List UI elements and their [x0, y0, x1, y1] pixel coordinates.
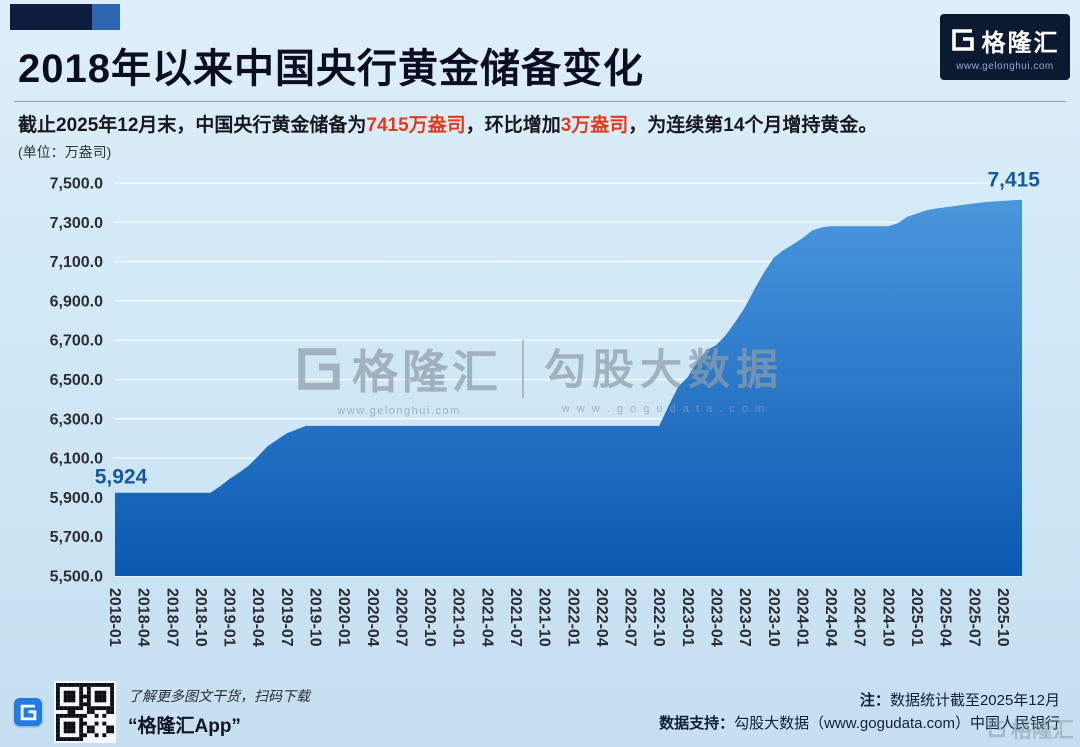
footer-notes: 注：数据统计截至2025年12月 数据支持：勾股大数据（www.gogudata…	[659, 689, 1060, 736]
subtitle-segment: 截止2025年12月末，中国央行黄金储备为	[18, 115, 367, 136]
area-series	[115, 199, 1022, 576]
y-tick-label: 6,700.0	[50, 333, 103, 350]
x-tick-label: 2023-01	[679, 588, 696, 647]
data-support: 数据支持：勾股大数据（www.gogudata.com）中国人民银行	[659, 712, 1060, 735]
end-value-label: 7,415	[987, 169, 1040, 192]
data-note-text: 数据统计截至2025年12月	[889, 691, 1060, 709]
y-tick-label: 5,700.0	[50, 529, 103, 546]
start-value-label: 5,924	[95, 466, 148, 489]
x-tick-label: 2023-10	[765, 588, 782, 647]
footer: 了解更多图文干货，扫码下载 “格隆汇App” 注：数据统计截至2025年12月 …	[0, 677, 1080, 747]
x-tick-label: 2025-04	[937, 588, 954, 647]
x-tick-label: 2021-01	[450, 588, 467, 647]
y-tick-label: 6,100.0	[50, 451, 103, 468]
y-tick-label: 7,500.0	[50, 176, 103, 193]
x-tick-label: 2018-01	[106, 588, 123, 647]
subtitle-segment: 3万盎司	[560, 115, 629, 136]
y-tick-label: 6,900.0	[50, 293, 103, 310]
unit-label: (单位：万盎司)	[18, 144, 112, 160]
x-tick-label: 2025-07	[965, 588, 982, 647]
x-tick-label: 2022-04	[593, 588, 610, 647]
x-tick-label: 2023-07	[736, 588, 753, 647]
y-tick-label: 5,500.0	[50, 569, 103, 586]
y-tick-label: 7,300.0	[50, 215, 103, 232]
brand-logo-box: 格隆汇 www.gelonghui.com	[940, 14, 1070, 80]
corner-block-blue	[92, 4, 120, 30]
x-tick-label: 2025-01	[908, 588, 925, 647]
data-note-prefix: 注：	[859, 691, 890, 709]
qr-caption: 了解更多图文干货，扫码下载	[128, 688, 310, 704]
gelonghui-g-icon	[951, 29, 974, 51]
x-tick-label: 2020-04	[364, 588, 381, 647]
brand-url: www.gelonghui.com	[956, 60, 1054, 72]
chart-area: 5,500.0 5,700.0 5,900.0 6,100.0 6,300.0 6,500…	[0, 150, 1080, 680]
footer-left: 了解更多图文干货，扫码下载 “格隆汇App”	[14, 681, 310, 743]
x-tick-label: 2018-10	[192, 588, 209, 647]
x-tick-label: 2022-07	[622, 588, 639, 647]
data-support-prefix: 数据支持：	[659, 715, 735, 732]
brand-name: 格隆汇	[981, 29, 1060, 57]
corner-decoration	[10, 4, 120, 30]
x-tick-label: 2020-07	[392, 588, 409, 647]
x-tick-label: 2019-07	[278, 588, 295, 647]
x-tick-label: 2024-07	[851, 588, 868, 647]
x-tick-label: 2019-01	[221, 588, 238, 647]
x-tick-label: 2024-01	[793, 588, 810, 647]
page-title: 2018年以来中国央行黄金储备变化	[18, 47, 644, 91]
y-tick-label: 6,500.0	[50, 372, 103, 389]
data-note: 注：数据统计截至2025年12月	[659, 689, 1060, 712]
x-tick-label: 2019-10	[306, 588, 323, 647]
x-tick-label: 2023-04	[707, 588, 724, 647]
app-g-icon	[14, 698, 42, 726]
x-tick-label: 2021-04	[478, 588, 495, 647]
x-tick-label: 2025-10	[994, 588, 1011, 647]
subtitle-segment: ，为连续第14个月增持黄金。	[628, 115, 878, 136]
title-divider	[14, 101, 1066, 102]
x-tick-label: 2021-10	[536, 588, 553, 647]
x-tick-label: 2022-10	[650, 588, 667, 647]
footer-captions: 了解更多图文干货，扫码下载 “格隆汇App”	[128, 686, 310, 738]
app-label: “格隆汇App”	[128, 716, 241, 737]
y-tick-label: 6,300.0	[50, 411, 103, 428]
x-tick-label: 2018-07	[163, 588, 180, 647]
brand-logo-row: 格隆汇	[951, 23, 1060, 58]
x-tick-label: 2021-07	[507, 588, 524, 647]
x-tick-label: 2020-01	[335, 588, 352, 647]
data-support-text: 勾股大数据（www.gogudata.com）中国人民银行	[734, 715, 1060, 732]
subtitle-segment: 7415万盎司	[366, 115, 466, 136]
x-tick-label: 2024-10	[879, 588, 896, 647]
x-tick-label: 2018-04	[135, 588, 152, 647]
x-tick-label: 2022-01	[564, 588, 581, 647]
x-tick-label: 2020-10	[421, 588, 438, 647]
app-g-glyph	[20, 704, 36, 720]
qr-code-pattern	[56, 683, 114, 741]
corner-block-dark	[10, 4, 92, 30]
subtitle-segment: ，环比增加	[465, 115, 561, 136]
qr-code	[54, 681, 116, 743]
x-tick-label: 2024-04	[822, 588, 839, 647]
subtitle: 截止2025年12月末，中国央行黄金储备为7415万盎司，环比增加3万盎司，为连…	[18, 110, 877, 137]
x-tick-label: 2019-04	[249, 588, 266, 647]
y-tick-label: 5,900.0	[50, 490, 103, 507]
y-tick-label: 7,100.0	[50, 254, 103, 271]
reserve-area-chart: 5,500.0 5,700.0 5,900.0 6,100.0 6,300.0 6,500…	[50, 169, 1041, 647]
